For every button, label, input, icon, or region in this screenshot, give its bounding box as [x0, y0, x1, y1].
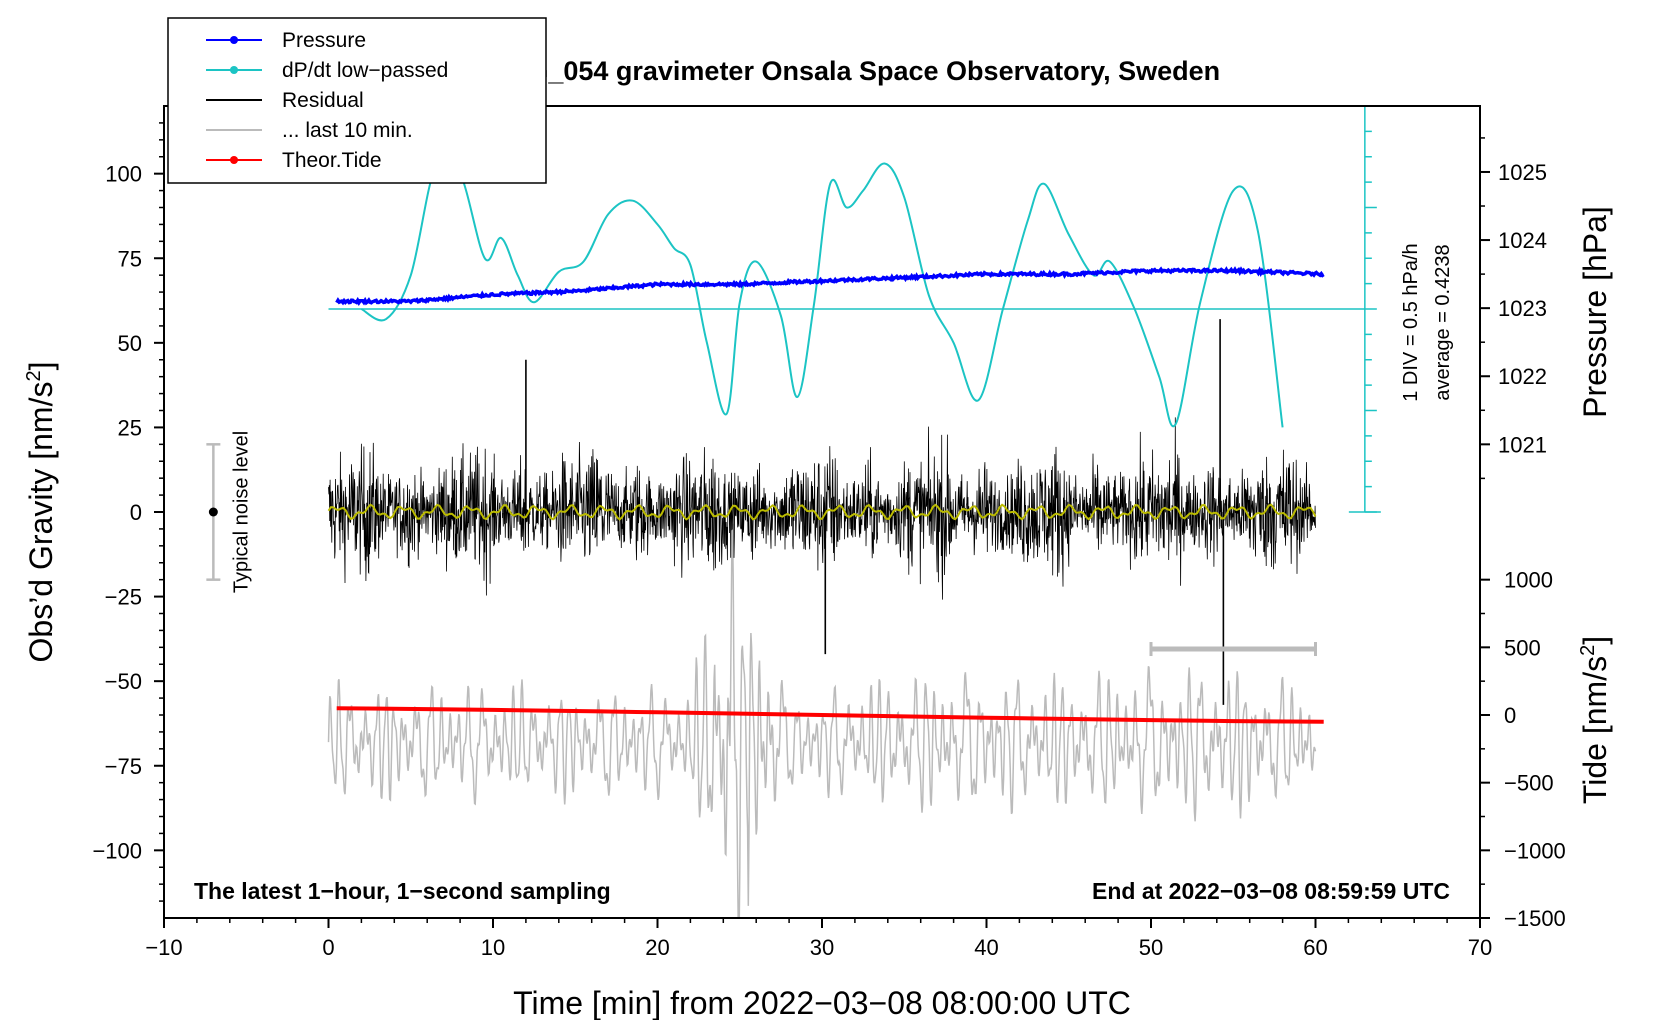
x-tick-label: 70 [1468, 935, 1492, 960]
left-axis-title-sup: 2 [23, 370, 45, 381]
last-10-min-series [327, 523, 1317, 918]
tide-tick-label: −500 [1504, 771, 1554, 796]
tide-axis-title-text: Tide [nm/s [1577, 656, 1613, 804]
y-left-tick-label: 25 [118, 415, 142, 440]
last-10-min-window-bar [1149, 642, 1317, 657]
pressure-axis-title: Pressure [hPa] [1577, 206, 1613, 418]
x-tick-label: 0 [322, 935, 334, 960]
annotation-left: The latest 1−hour, 1−second sampling [194, 878, 611, 904]
left-axis-title: Obs’d Gravity [nm/s2] [23, 362, 59, 663]
noise-bar-label: Typical noise level [230, 431, 252, 593]
residual-lowpass-series [327, 503, 1317, 521]
residual-line [328, 417, 1316, 600]
pressure-tick-label: 1021 [1498, 432, 1547, 457]
legend: Pressure dP/dt low−passed Residual ... last… [167, 17, 547, 184]
x-tick-label: −10 [145, 935, 182, 960]
left-axis-title-close: ] [23, 362, 59, 371]
chart-title: SCG_054 gravimeter Onsala Space Observat… [490, 56, 1220, 86]
x-axis-title: Time [min] from 2022−03−08 08:00:00 UTC [513, 985, 1131, 1020]
tide-tick-label: −1000 [1504, 838, 1566, 863]
tide-tick-label: 500 [1504, 635, 1541, 660]
annotation-right: End at 2022−03−08 08:59:59 UTC [1092, 878, 1450, 904]
x-tick-label: 20 [645, 935, 669, 960]
dpdt-line [360, 156, 1284, 428]
pressure-tick-label: 1024 [1498, 228, 1547, 253]
tide-axis-title-sup: 2 [1577, 645, 1599, 656]
axes: −10 0 10 20 30 40 50 60 701007550250−25−50−75−10… [92, 122, 1566, 960]
y-left-tick-label: −100 [92, 838, 142, 863]
left-axis-title-text: Obs’d Gravity [nm/s [23, 382, 59, 663]
dpdt-series [360, 156, 1284, 428]
residual-lowpass-line [327, 503, 1317, 521]
y-left-tick-label: 0 [130, 500, 142, 525]
pressure-tick-label: 1023 [1498, 296, 1547, 321]
noise-bar-center-dot [208, 507, 218, 517]
x-tick-label: 50 [1139, 935, 1163, 960]
x-tick-label: 10 [481, 935, 505, 960]
y-left-tick-label: 50 [118, 331, 142, 356]
legend-entries: Pressure dP/dt low−passed Residual ... last… [206, 29, 448, 172]
y-left-tick-label: −25 [105, 585, 142, 610]
y-left-tick-label: 100 [105, 162, 142, 187]
legend-label: Theor.Tide [282, 149, 382, 172]
legend-swatch-marker [230, 156, 238, 164]
noise-level-bar: Typical noise level [206, 431, 252, 593]
tide-tick-label: 0 [1504, 703, 1516, 728]
pressure-line [335, 266, 1325, 306]
tide-axis-title: Tide [nm/s2] [1577, 636, 1613, 804]
y-left-tick-label: −75 [105, 754, 142, 779]
legend-label: Residual [282, 89, 364, 112]
y-left-tick-label: 75 [118, 246, 142, 271]
dpdt-average-label: average = 0.4238 [1432, 244, 1454, 400]
x-tick-label: 40 [974, 935, 998, 960]
pressure-tick-label: 1022 [1498, 364, 1547, 389]
x-tick-label: 30 [810, 935, 834, 960]
theor-tide-line [336, 706, 1324, 724]
dpdt-scale-axis: 1 DIV = 0.5 hPa/h average = 0.4238 [328, 105, 1454, 513]
theor-tide-series [336, 706, 1324, 724]
tide-axis-title-close: ] [1577, 636, 1613, 645]
legend-label: ... last 10 min. [282, 119, 413, 142]
legend-label: dP/dt low−passed [282, 59, 448, 82]
last-10-min-line [327, 523, 1317, 918]
y-left-tick-label: −50 [105, 669, 142, 694]
x-tick-label: 60 [1303, 935, 1327, 960]
pressure-tick-label: 1025 [1498, 160, 1547, 185]
tide-tick-label: 1000 [1504, 568, 1553, 593]
dpdt-scale-label: 1 DIV = 0.5 hPa/h [1400, 243, 1422, 401]
legend-label: Pressure [282, 29, 366, 52]
tide-tick-label: −1500 [1504, 906, 1566, 931]
pressure-series [335, 266, 1325, 306]
legend-swatch-marker [230, 36, 238, 44]
residual-series [328, 319, 1316, 705]
legend-swatch-marker [230, 66, 238, 74]
